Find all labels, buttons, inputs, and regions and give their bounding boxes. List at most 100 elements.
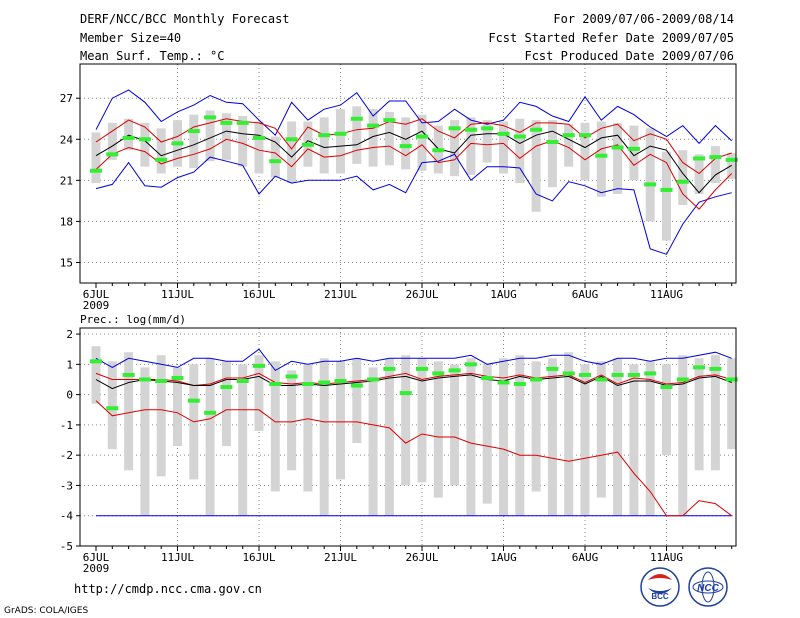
prec-box — [205, 358, 215, 516]
prec-box — [287, 370, 297, 471]
prec-box — [450, 364, 460, 486]
prec-ytick-label: 1 — [66, 358, 73, 371]
temp-observed-mark — [383, 118, 396, 123]
prec-box — [173, 367, 182, 447]
bcc-logo-text: BCC — [651, 592, 669, 601]
fcst-produced-date: Fcst Produced Date 2009/07/06 — [524, 49, 734, 63]
temp-observed-mark — [579, 133, 591, 138]
prec-observed-mark — [448, 368, 461, 373]
temp-observed-mark — [399, 144, 412, 149]
prec-observed-mark — [644, 371, 657, 376]
prec-observed-mark — [627, 372, 640, 377]
temp-box — [515, 118, 525, 184]
temp-box — [238, 116, 248, 167]
prec-observed-mark — [90, 359, 102, 364]
precipitation-panel-frame — [79, 327, 737, 547]
prec-ytick-label: 0 — [66, 389, 73, 402]
temp-observed-mark — [90, 168, 102, 173]
prec-box — [564, 352, 574, 516]
temp-box — [466, 117, 476, 175]
prec-box — [254, 355, 264, 431]
prec-observed-mark — [220, 385, 233, 390]
temp-box — [694, 154, 704, 195]
prec-ytick-label: -3 — [60, 479, 73, 492]
temp-box — [401, 117, 411, 170]
source-url[interactable]: http://cmdp.ncc.cma.gov.cn — [74, 582, 262, 596]
prec-box — [596, 361, 606, 498]
temp-observed-mark — [122, 135, 135, 140]
temp-observed-mark — [546, 140, 559, 145]
temp-xtick-label: 11AUG — [650, 288, 683, 301]
temp-box — [662, 151, 671, 241]
fcst-started-date: Fcst Started Refer Date 2009/07/05 — [488, 31, 734, 45]
temp-box — [205, 110, 215, 162]
prec-observed-mark — [579, 372, 591, 377]
temp-observed-mark — [318, 133, 331, 138]
prec-observed-mark — [334, 378, 347, 383]
temp-observed-mark — [464, 127, 477, 132]
prec-observed-mark — [725, 377, 738, 382]
member-size: Member Size=40 — [80, 31, 182, 45]
prec-year-label: 2009 — [83, 562, 110, 575]
temp-observed-mark — [187, 129, 200, 134]
prec-box — [303, 364, 313, 492]
temp-observed-mark — [530, 127, 543, 132]
temp-observed-mark — [627, 146, 640, 151]
temp-observed-mark — [481, 126, 494, 131]
temp-xtick-label: 6AUG — [572, 288, 599, 301]
temp-box — [629, 125, 639, 181]
prec-observed-mark — [464, 362, 477, 367]
prec-outer-upper-line — [95, 348, 732, 372]
temp-year-label: 2009 — [83, 299, 110, 312]
prec-observed-mark — [481, 375, 494, 380]
temp-box — [156, 128, 166, 174]
temp-box — [91, 132, 101, 184]
temp-observed-mark — [513, 134, 526, 139]
temp-observed-mark — [367, 123, 380, 128]
prec-box — [124, 352, 134, 471]
prec-observed-mark — [611, 372, 624, 377]
prec-observed-mark — [383, 366, 396, 371]
prec-box — [270, 361, 280, 492]
ncc-logo-text: NCC — [697, 583, 719, 594]
temp-observed-mark — [676, 179, 689, 184]
temp-inner-lower-line — [95, 138, 733, 210]
prec-box — [727, 358, 737, 450]
prec-box — [433, 361, 443, 498]
prec-observed-mark — [236, 378, 249, 383]
temp-median-line — [95, 130, 732, 194]
temp-box — [352, 106, 362, 164]
prec-observed-mark — [155, 378, 168, 383]
prec-xtick-label: 16JUL — [242, 551, 275, 564]
temp-observed-mark — [562, 133, 575, 138]
prec-box — [221, 361, 231, 447]
prec-observed-mark — [416, 366, 428, 371]
prec-observed-mark — [676, 377, 689, 382]
temp-box — [547, 120, 557, 188]
temp-observed-mark — [709, 155, 722, 160]
temp-observed-mark — [204, 115, 217, 120]
temp-observed-mark — [350, 116, 363, 121]
temp-box — [319, 117, 329, 174]
temp-box — [727, 152, 737, 179]
prec-box — [156, 355, 166, 477]
temp-box — [710, 146, 720, 184]
prec-box — [417, 358, 427, 483]
temp-observed-mark — [644, 182, 657, 187]
prec-observed-mark — [318, 380, 331, 385]
temp-box — [221, 113, 231, 160]
prec-ytick-label: -4 — [60, 510, 74, 523]
bcc-logo: BCC — [640, 567, 680, 607]
temp-box — [564, 124, 574, 167]
temperature-panel-frame — [79, 63, 737, 284]
prec-box — [482, 364, 492, 504]
prec-observed-mark — [513, 382, 526, 387]
prec-observed-mark — [530, 377, 543, 382]
prec-box — [384, 358, 394, 516]
temp-observed-mark — [693, 156, 706, 161]
prec-observed-mark — [350, 383, 363, 388]
prec-box — [613, 358, 623, 516]
temp-box — [417, 114, 427, 171]
temp-inner-upper-line — [95, 118, 732, 175]
